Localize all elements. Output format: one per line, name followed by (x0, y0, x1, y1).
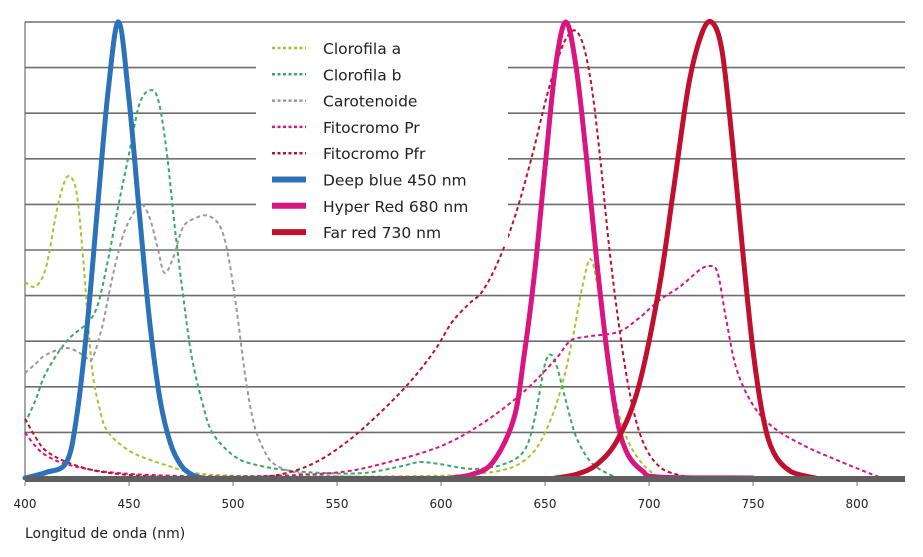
legend-label: Hyper Red 680 nm (323, 198, 468, 216)
legend-label: Fitocromo Pr (323, 119, 420, 137)
legend-label: Clorofila b (323, 66, 401, 84)
x-tick-label: 450 (118, 497, 141, 511)
x-tick-label: 700 (638, 497, 661, 511)
x-tick-label: 800 (846, 497, 869, 511)
legend-label: Far red 730 nm (323, 224, 441, 242)
legend-label: Clorofila a (323, 40, 401, 58)
legend-label: Carotenoide (323, 93, 417, 111)
legend-label: Fitocromo Pfr (323, 145, 426, 163)
x-tick-label: 500 (222, 497, 245, 511)
x-axis-bar (25, 476, 905, 482)
legend-background (256, 30, 508, 246)
x-tick-label: 750 (742, 497, 765, 511)
x-tick-label: 400 (14, 497, 37, 511)
series-line-deep-blue-450-nm (22, 19, 205, 481)
x-axis: 400 450 500 550 600 650 700 750 800 (14, 476, 905, 511)
series-line-far-red-730-nm (552, 19, 818, 481)
legend: Clorofila a Clorofila b Carotenoide Fitocro… (272, 40, 468, 242)
series-line-hyper-red-680-nm (448, 19, 756, 481)
x-tick-label: 600 (430, 497, 453, 511)
x-axis-title: Longitud de onda (nm) (25, 526, 185, 542)
series-line-carotenoide (24, 203, 358, 478)
legend-label: Deep blue 450 nm (323, 172, 467, 190)
x-tick-label: 550 (326, 497, 349, 511)
series-line-fitocromo-pr (24, 264, 883, 479)
x-tick-label: 650 (534, 497, 557, 511)
series-line-clorofila-b (24, 89, 621, 479)
